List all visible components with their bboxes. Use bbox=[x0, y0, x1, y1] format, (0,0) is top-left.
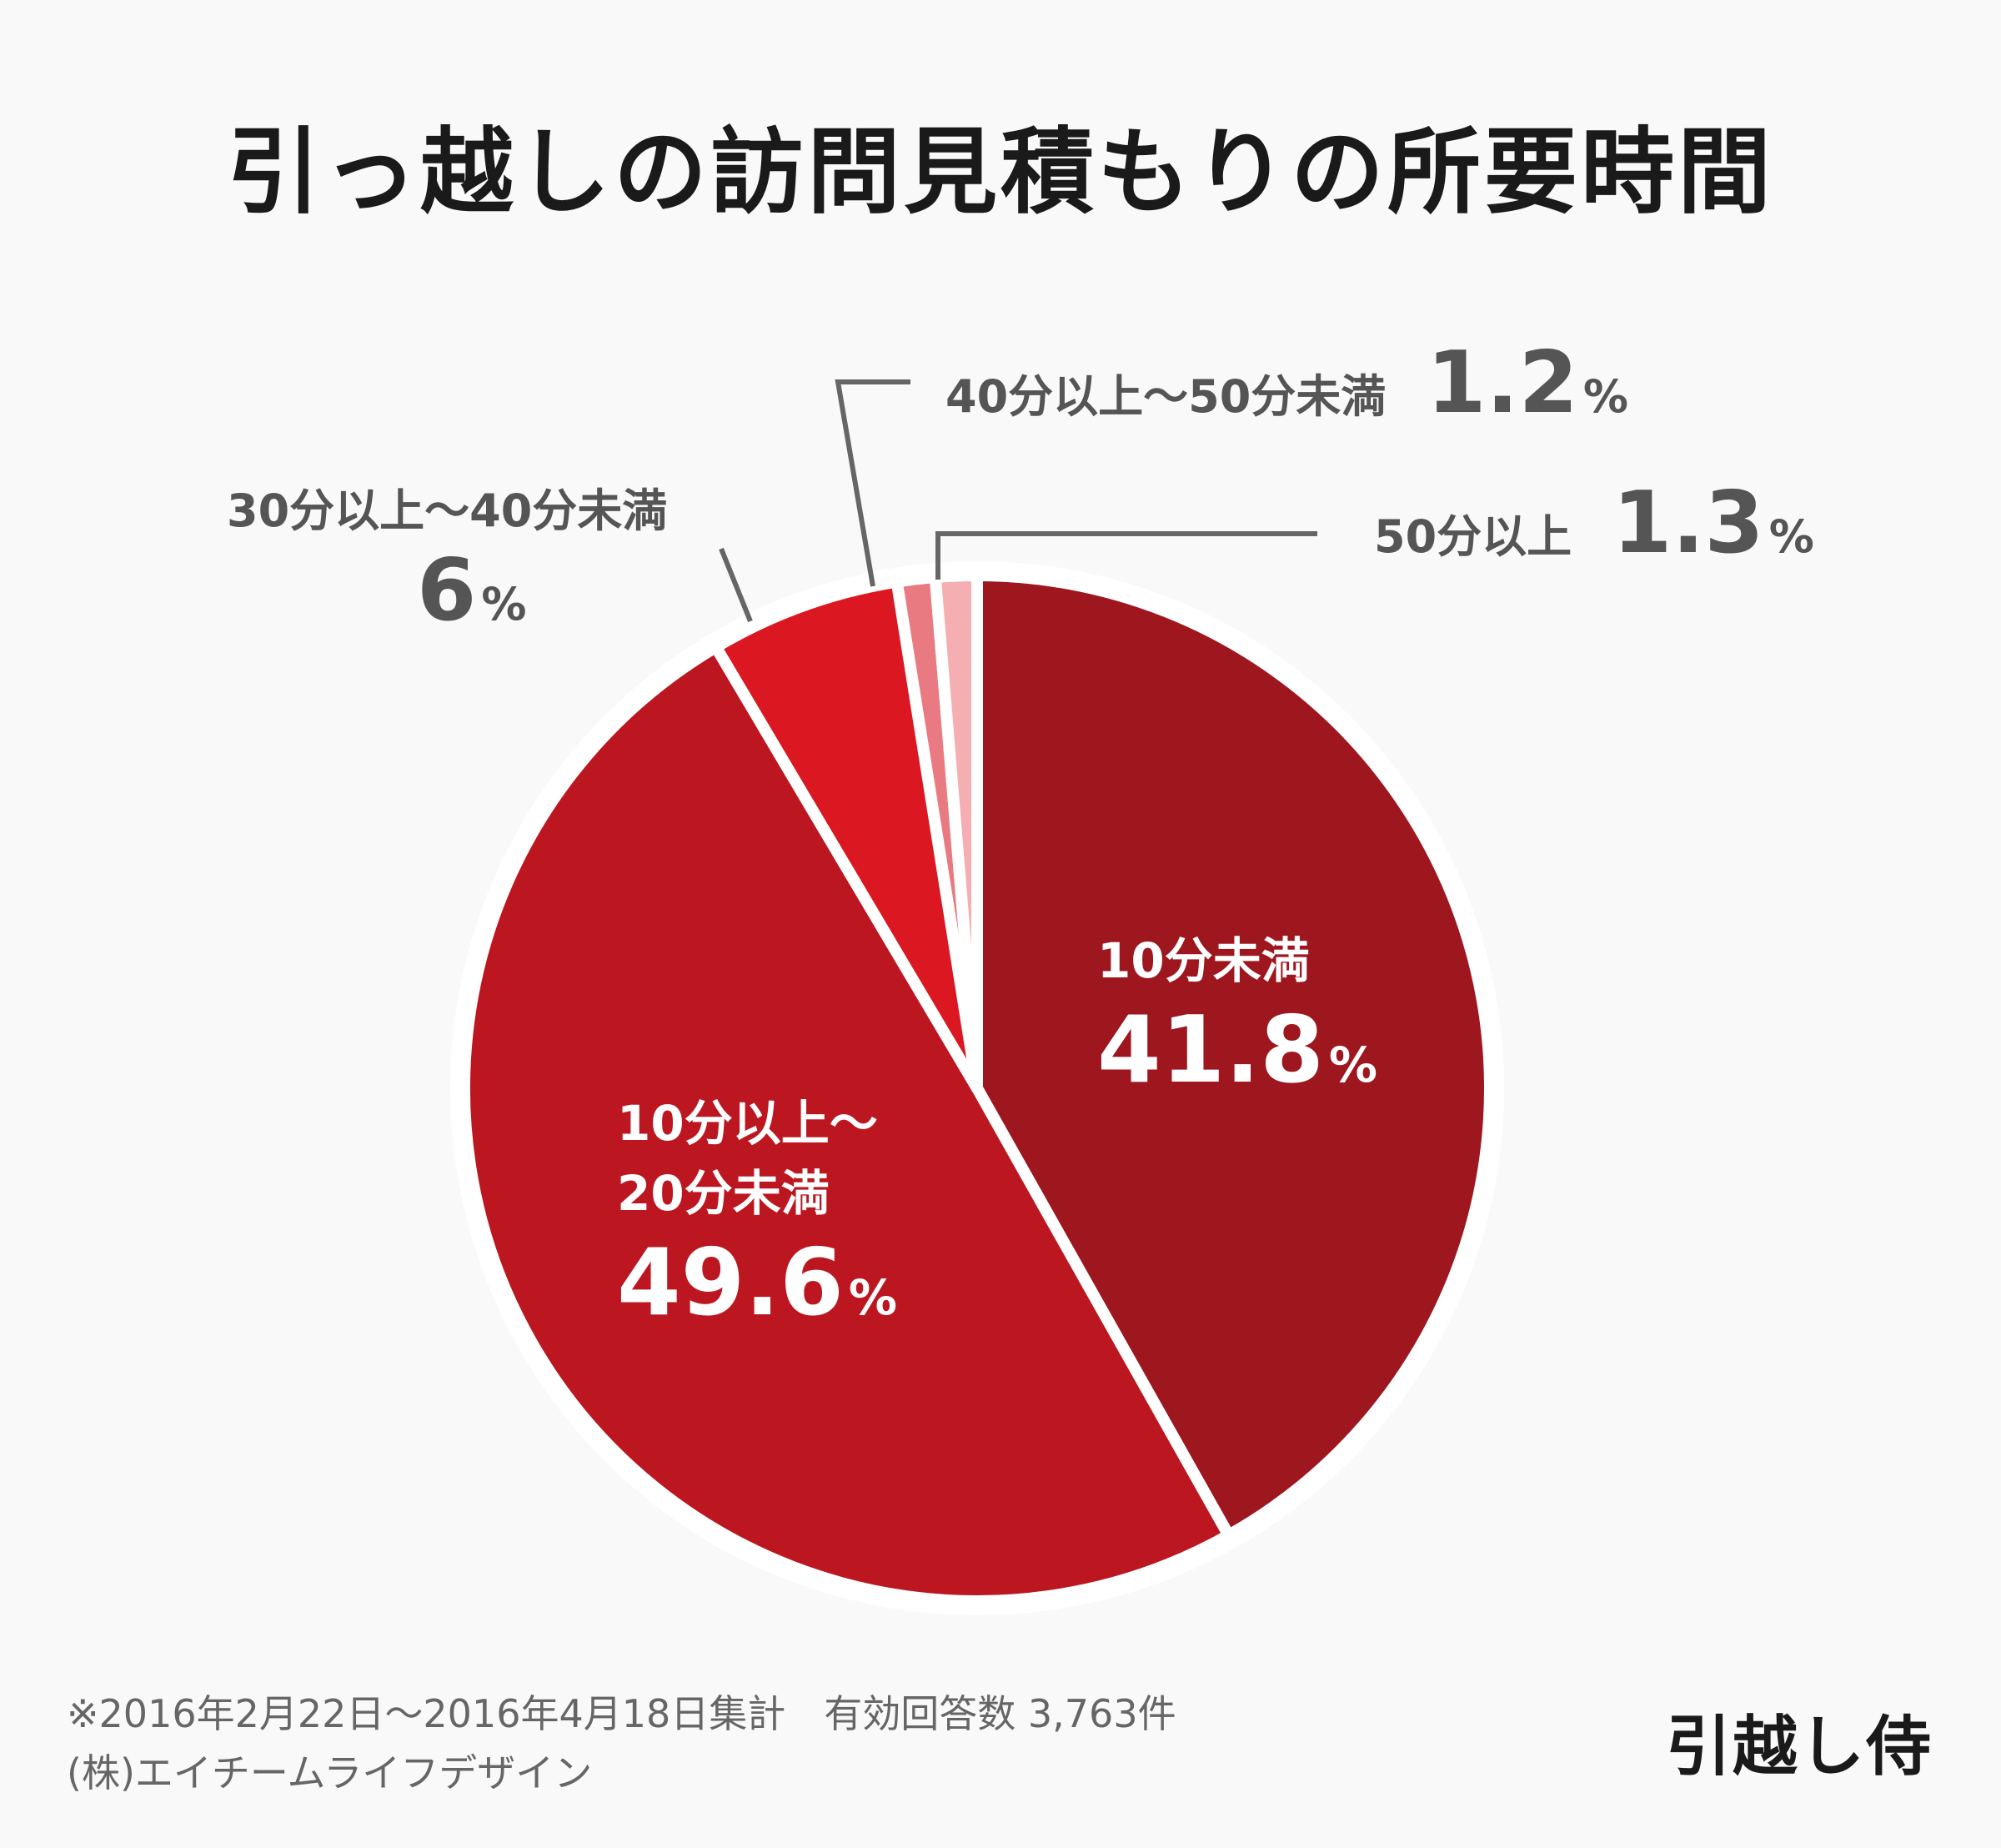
footnote-survey-period: ※2016年2月22日～2016年4月18日集計 有効回答数 3,763件 bbox=[67, 1691, 1176, 1736]
chart-title: 引っ越しの訪問見積もりの所要時間 bbox=[227, 118, 1774, 227]
leader-line-50-plus bbox=[935, 531, 1317, 580]
brand-logo: 引越し侍 bbox=[1665, 1710, 1933, 1785]
pie-slices bbox=[458, 569, 1496, 1608]
pie-slice-10-20 bbox=[458, 640, 1235, 1608]
slice-label-under-10-category: 10分未満 bbox=[1097, 932, 1310, 989]
slice-label-30-40-category: 30分以上～40分未満 bbox=[227, 485, 668, 537]
slice-label-50-plus-unit: % bbox=[1768, 510, 1814, 563]
slice-label-under-10-unit: % bbox=[1328, 1037, 1377, 1093]
slice-label-40-50-unit: % bbox=[1582, 370, 1628, 423]
pie-slice-under-10 bbox=[971, 570, 1496, 1541]
slice-label-30-40: 30分以上～40分未満 6% bbox=[227, 474, 667, 640]
slice-label-40-50-category: 40分以上～50分未満 bbox=[945, 370, 1387, 423]
slice-label-50-plus-category: 50分以上 bbox=[1374, 510, 1572, 563]
footnote: ※2016年2月22日～2016年4月18日集計 有効回答数 3,763件 (株… bbox=[67, 1685, 1176, 1804]
slice-label-10-20-category-line1: 10分以上～ bbox=[617, 1095, 878, 1152]
slice-label-50-plus-value: 1.3 bbox=[1612, 474, 1764, 573]
slice-label-10-20-category-line2: 20分未満 bbox=[617, 1165, 830, 1222]
slice-label-10-20: 10分以上～ 20分未満 49.6% bbox=[617, 1084, 897, 1336]
leader-line-40-50 bbox=[835, 379, 910, 587]
slice-label-40-50-value: 1.2 bbox=[1427, 334, 1578, 433]
pie-slice-50-plus bbox=[929, 569, 983, 1094]
slice-label-30-40-value: 6 bbox=[417, 541, 477, 640]
slice-label-10-20-value: 49.6 bbox=[617, 1229, 844, 1336]
slice-label-10-20-unit: % bbox=[848, 1269, 897, 1326]
leader-lines bbox=[719, 379, 1317, 623]
slice-label-50-plus: 50分以上 1.3% bbox=[1374, 474, 1814, 573]
slice-label-under-10: 10分未満 41.8% bbox=[1097, 921, 1377, 1103]
slice-label-40-50: 40分以上～50分未満 1.2% bbox=[945, 334, 1628, 433]
slice-label-under-10-value: 41.8 bbox=[1097, 997, 1324, 1103]
leader-line-30-40 bbox=[719, 547, 753, 623]
slice-label-30-40-unit: % bbox=[481, 578, 527, 630]
footnote-company: (株)エイチームライフデザイン bbox=[67, 1750, 593, 1796]
